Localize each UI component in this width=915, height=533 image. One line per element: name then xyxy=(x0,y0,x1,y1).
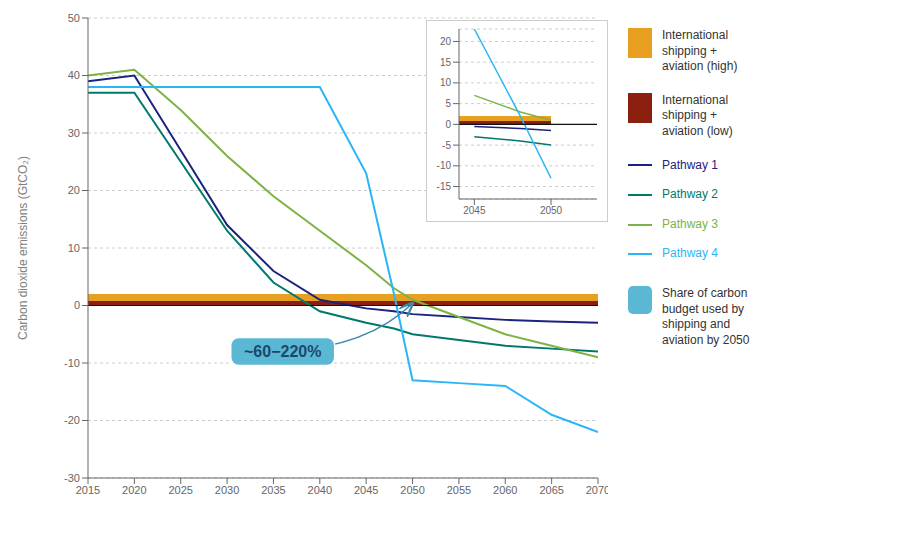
html-text:Pathway 1: Pathway 1 xyxy=(662,157,718,172)
svg-text:-30: -30 xyxy=(64,472,80,484)
svg-text:0: 0 xyxy=(445,119,451,130)
svg-text:2035: 2035 xyxy=(261,484,285,496)
html-text:Pathway 4: Pathway 4 xyxy=(662,246,718,261)
svg-text:Carbon dioxide emissions (GtCO: Carbon dioxide emissions (GtCO₂) xyxy=(16,156,30,340)
html-text:International shipping + aviat: International shipping + aviation (high) xyxy=(662,28,738,74)
svg-text:2045: 2045 xyxy=(463,205,486,216)
svg-text:2070: 2070 xyxy=(586,484,608,496)
svg-text:20: 20 xyxy=(440,36,452,47)
svg-text:2045: 2045 xyxy=(354,484,378,496)
svg-text:20: 20 xyxy=(68,184,80,196)
svg-text:2040: 2040 xyxy=(308,484,332,496)
svg-text:0: 0 xyxy=(74,299,80,311)
svg-text:10: 10 xyxy=(68,242,80,254)
svg-text:2065: 2065 xyxy=(539,484,563,496)
svg-text:2060: 2060 xyxy=(493,484,517,496)
svg-text:-10: -10 xyxy=(64,357,80,369)
svg-text:-10: -10 xyxy=(437,160,452,171)
svg-text:2050: 2050 xyxy=(400,484,424,496)
svg-text:-5: -5 xyxy=(442,140,451,151)
svg-text:2015: 2015 xyxy=(76,484,100,496)
svg-text:30: 30 xyxy=(68,127,80,139)
svg-text:15: 15 xyxy=(440,57,452,68)
svg-text:2050: 2050 xyxy=(540,205,563,216)
svg-text:-15: -15 xyxy=(437,181,452,192)
svg-text:50: 50 xyxy=(68,12,80,24)
svg-text:2055: 2055 xyxy=(447,484,471,496)
html-text:Pathway 3: Pathway 3 xyxy=(662,216,718,231)
html-text:International shipping + aviat: International shipping + aviation (low) xyxy=(662,92,733,138)
svg-text:5: 5 xyxy=(445,98,451,109)
svg-text:40: 40 xyxy=(68,69,80,81)
svg-text:-20: -20 xyxy=(64,414,80,426)
svg-text:~60−220%: ~60−220% xyxy=(244,343,321,360)
svg-text:2025: 2025 xyxy=(168,484,192,496)
svg-text:2020: 2020 xyxy=(122,484,146,496)
html-text:Share of carbon budget used by: Share of carbon budget used by shipping … xyxy=(662,285,750,347)
svg-text:10: 10 xyxy=(440,77,452,88)
html-text:Pathway 2: Pathway 2 xyxy=(662,187,718,202)
svg-text:2030: 2030 xyxy=(215,484,239,496)
